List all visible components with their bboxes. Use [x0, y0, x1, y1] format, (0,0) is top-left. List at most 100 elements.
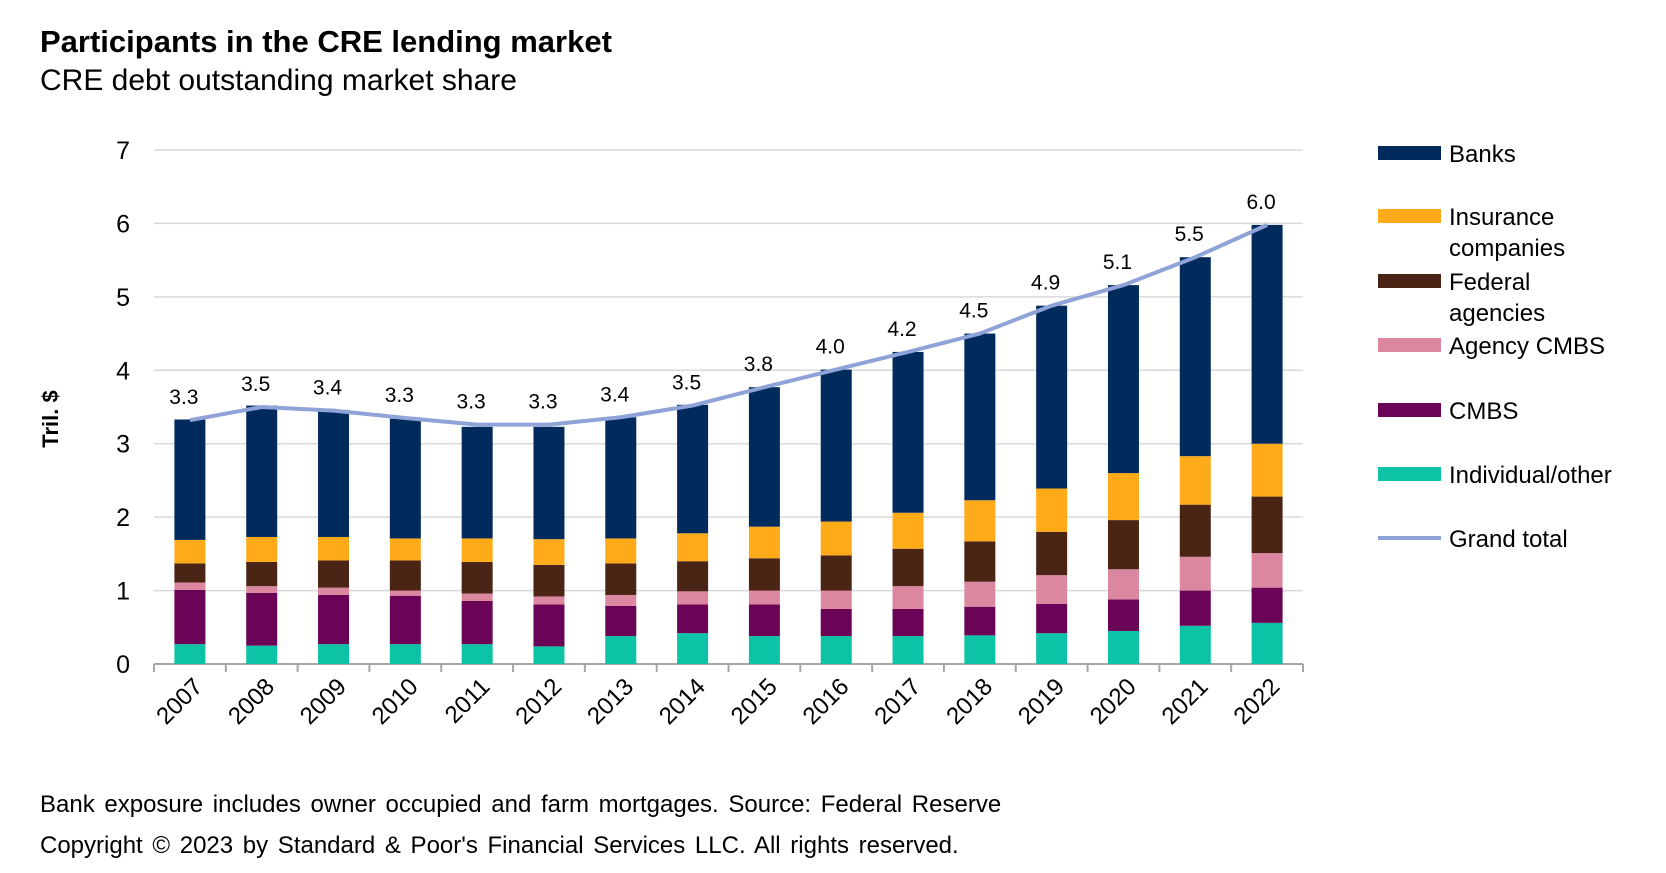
- bar-banks-2015: [748, 387, 780, 527]
- bar-banks-2008: [246, 405, 278, 537]
- bar-banks-2021: [1179, 257, 1211, 457]
- bar-agency-cmbs-2016: [820, 590, 852, 609]
- bar-insurance-companies-2012: [533, 539, 565, 565]
- y-tick-label: 7: [116, 137, 130, 165]
- bar-insurance-companies-2018: [964, 500, 996, 542]
- bar-cmbs-2011: [461, 600, 493, 645]
- bar-insurance-companies-2017: [892, 512, 924, 549]
- bar-individual-other-2013: [605, 636, 637, 664]
- bar-federal-agencies-2022: [1251, 496, 1283, 554]
- bar-agency-cmbs-2014: [677, 591, 709, 605]
- bar-banks-2010: [389, 418, 421, 539]
- bar-federal-agencies-2016: [820, 555, 852, 591]
- bar-cmbs-2009: [318, 594, 350, 645]
- bar-agency-cmbs-2018: [964, 581, 996, 607]
- legend-label: Grand total: [1449, 526, 1568, 553]
- x-tick-label: 2009: [295, 673, 352, 730]
- bar-individual-other-2010: [389, 644, 421, 664]
- x-tick-label: 2016: [798, 673, 855, 730]
- bar-federal-agencies-2017: [892, 548, 924, 587]
- legend-label: Insurance: [1449, 204, 1554, 231]
- bar-federal-agencies-2013: [605, 563, 637, 595]
- bar-banks-2022: [1251, 224, 1283, 444]
- bar-banks-2020: [1107, 285, 1139, 474]
- bar-federal-agencies-2007: [174, 563, 206, 583]
- bar-individual-other-2020: [1107, 630, 1139, 664]
- grand-total-line: [189, 223, 1268, 427]
- bar-cmbs-2013: [605, 605, 637, 637]
- x-tick-label: 2015: [726, 673, 783, 730]
- legend-label: CMBS: [1449, 398, 1518, 425]
- bar-banks-2011: [461, 426, 493, 539]
- y-tick-label: 4: [116, 357, 130, 385]
- bar-cmbs-2022: [1251, 587, 1283, 623]
- bar-insurance-companies-2007: [174, 539, 206, 564]
- bar-banks-2018: [964, 333, 996, 501]
- bar-cmbs-2020: [1107, 599, 1139, 631]
- data-label: 3.4: [313, 377, 343, 400]
- bar-individual-other-2007: [174, 644, 206, 664]
- bar-federal-agencies-2012: [533, 564, 565, 597]
- bar-individual-other-2019: [1036, 633, 1068, 664]
- bar-individual-other-2009: [318, 644, 350, 664]
- bar-agency-cmbs-2012: [533, 596, 565, 605]
- bar-cmbs-2010: [389, 595, 421, 645]
- bar-federal-agencies-2021: [1179, 504, 1211, 557]
- legend-swatch: [1378, 146, 1441, 160]
- chart-title: Participants in the CRE lending market: [40, 24, 612, 59]
- bar-individual-other-2014: [677, 633, 709, 664]
- bar-federal-agencies-2018: [964, 541, 996, 582]
- bar-federal-agencies-2015: [748, 558, 780, 591]
- legend-swatch: [1378, 274, 1441, 288]
- bar-cmbs-2014: [677, 604, 709, 634]
- data-label: 3.5: [672, 372, 701, 395]
- data-label: 3.3: [528, 391, 557, 414]
- bar-insurance-companies-2008: [246, 536, 278, 562]
- bar-individual-other-2016: [820, 636, 852, 664]
- data-label: 4.9: [1031, 272, 1060, 295]
- bar-cmbs-2008: [246, 592, 278, 646]
- bar-cmbs-2018: [964, 606, 996, 636]
- data-label: 4.0: [816, 336, 845, 359]
- y-axis-title: Tril. $: [38, 390, 63, 447]
- bar-federal-agencies-2019: [1036, 531, 1068, 576]
- data-label: 3.3: [457, 391, 486, 414]
- bar-cmbs-2017: [892, 608, 924, 637]
- bar-individual-other-2021: [1179, 625, 1211, 664]
- data-label: 3.4: [600, 383, 630, 406]
- bar-federal-agencies-2010: [389, 560, 421, 591]
- bar-banks-2012: [533, 426, 565, 540]
- bar-insurance-companies-2014: [677, 533, 709, 562]
- copyright-note: Copyright © 2023 by Standard & Poor's Fi…: [40, 832, 959, 859]
- legend-label: agencies: [1449, 300, 1545, 327]
- y-tick-label: 3: [116, 431, 130, 459]
- bar-individual-other-2017: [892, 636, 924, 664]
- legend-swatch: [1378, 338, 1441, 352]
- legend-swatch: [1378, 467, 1441, 481]
- bar-insurance-companies-2019: [1036, 488, 1068, 532]
- bar-insurance-companies-2020: [1107, 473, 1139, 521]
- chart-subtitle: CRE debt outstanding market share: [40, 64, 517, 97]
- y-tick-label: 0: [116, 651, 130, 679]
- x-tick-label: 2007: [151, 673, 208, 730]
- legend-label: companies: [1449, 235, 1565, 262]
- y-tick-label: 6: [116, 210, 130, 238]
- bar-cmbs-2019: [1036, 603, 1068, 634]
- x-tick-label: 2008: [223, 673, 280, 730]
- legend-swatch: [1378, 403, 1441, 417]
- x-tick-label: 2022: [1228, 673, 1285, 730]
- bar-agency-cmbs-2021: [1179, 556, 1211, 591]
- bar-agency-cmbs-2007: [174, 582, 206, 590]
- bar-banks-2016: [820, 369, 852, 522]
- bar-banks-2009: [318, 409, 350, 537]
- data-label: 3.3: [385, 384, 414, 407]
- bar-agency-cmbs-2020: [1107, 569, 1139, 600]
- bar-banks-2007: [174, 419, 206, 540]
- bar-agency-cmbs-2011: [461, 593, 493, 601]
- x-tick-label: 2014: [654, 673, 711, 730]
- legend-label: Federal: [1449, 269, 1530, 296]
- bar-agency-cmbs-2013: [605, 594, 637, 606]
- x-tick-label: 2017: [869, 673, 926, 730]
- bar-insurance-companies-2021: [1179, 456, 1211, 505]
